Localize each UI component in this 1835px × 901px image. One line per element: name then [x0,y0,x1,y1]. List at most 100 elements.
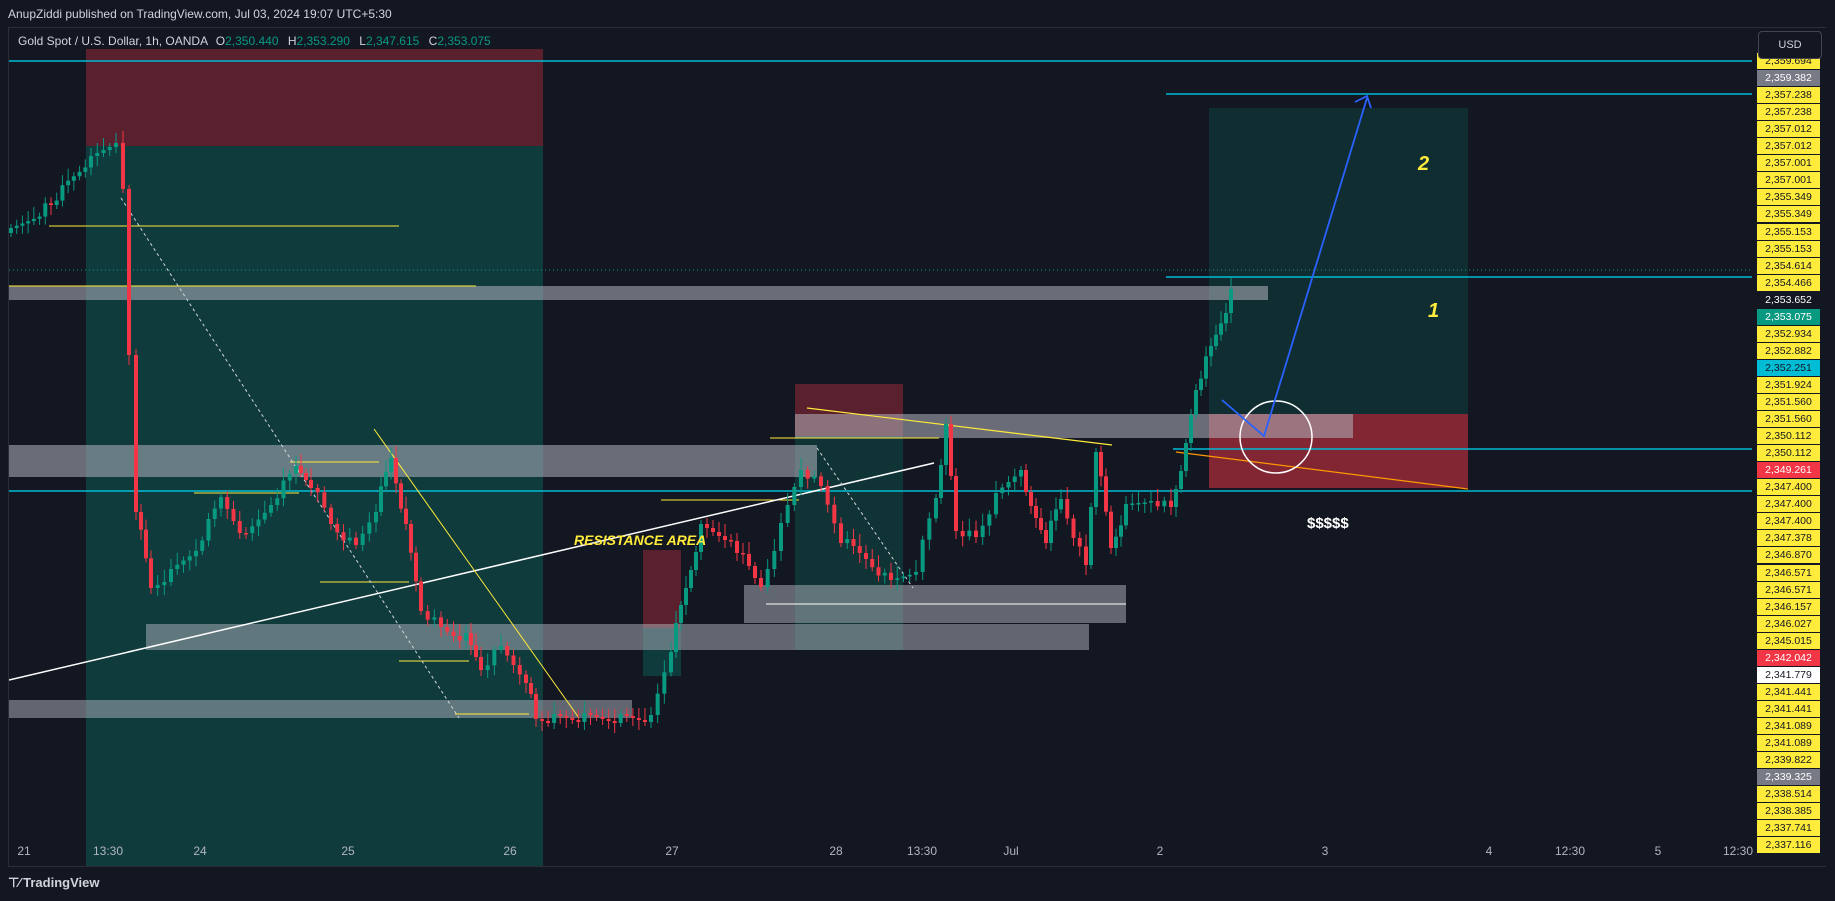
candle-body [765,569,770,587]
candle-body [649,715,653,722]
time-label: 5 [1654,844,1662,858]
candle-body [901,576,906,579]
resistance-band [9,445,817,477]
candle-body [315,488,320,493]
candle-body [534,694,538,719]
candle-body [1219,323,1223,335]
candle-body [14,225,19,228]
candle-body [404,508,408,524]
candle-body [347,537,352,541]
candle-body [785,505,790,523]
tradingview-logo-icon: ⊤⁄ [8,875,20,890]
candle-body [636,718,641,720]
time-label: 2 [1156,844,1164,858]
currency-selector[interactable]: USD [1758,31,1822,59]
candle-body [558,714,563,716]
candle-body [294,466,298,474]
candle-body [882,572,887,576]
candle-body [89,156,93,168]
candle-body [907,574,912,577]
candle-body [1130,503,1135,505]
candle-body [231,509,236,521]
price-label: 2,346.157 [1757,598,1820,615]
price-label: 2,349.261 [1757,462,1820,479]
candle-body [1006,482,1011,488]
price-label: 2,354.466 [1757,274,1820,291]
price-label: 2,342.042 [1757,649,1820,666]
candle-body [564,716,569,718]
candle-body [95,153,100,156]
price-label: 2,346.571 [1757,564,1820,581]
resistance-area-label: RESISTANCE AREA [574,532,707,548]
candle-body [1142,502,1147,504]
candle-body [309,480,313,488]
symbol-name[interactable]: Gold Spot / U.S. Dollar, 1h, OANDA [18,34,208,48]
candle-body [974,530,978,537]
candle-body [354,537,358,545]
candle-body [812,476,817,479]
candle-body [107,147,112,150]
time-label: 3 [1321,844,1329,858]
candle-body [250,526,255,533]
candle-body [689,570,693,588]
price-label: 2,346.870 [1757,547,1820,564]
candle-body [121,143,125,189]
candle-body [1094,452,1098,507]
time-label: 13:30 [906,844,938,858]
candle-body [244,533,248,535]
price-label: 2,353.652 [1757,291,1820,308]
small-stop-zone [643,550,681,628]
price-label: 2,357.238 [1757,87,1820,104]
candle-body [588,713,593,715]
candle-body [194,551,198,557]
price-label: 2,346.027 [1757,615,1820,632]
candle-body [457,636,462,641]
candle-body [1169,500,1173,507]
candle-body [175,564,180,569]
candle-body [1059,499,1063,510]
candle-body [570,718,575,720]
candle-body [71,176,76,181]
candle-body [1136,503,1141,505]
wave-2-label: 2 [1418,153,1430,175]
close-value: 2,353.075 [437,34,491,48]
candle-body [741,553,745,555]
candle-body [857,546,862,553]
candle-body [26,221,31,224]
candle-body [939,465,943,498]
candle-body [1199,378,1203,390]
price-label: 2,341.089 [1757,717,1820,734]
candle-body [37,216,42,219]
price-label: 2,341.441 [1757,683,1820,700]
candle-body [432,617,437,620]
candle-body [1099,452,1103,477]
price-label: 2,337.741 [1757,820,1820,837]
candle-body [114,143,118,147]
candle-body [181,560,186,565]
price-label: 2,352.934 [1757,325,1820,342]
candle-body [1039,518,1043,530]
candle-body [1084,546,1088,565]
candle-body [451,631,456,636]
candle-body [729,540,733,542]
candle-body [747,554,751,566]
candle-body [1179,471,1183,489]
candle-body [77,171,82,177]
candle-body [679,605,683,623]
candle-body [425,611,430,620]
candle-body [485,665,490,670]
candle-body [469,633,473,645]
candle-body [1054,509,1058,521]
candle-body [49,203,53,205]
time-label: 4 [1485,844,1493,858]
price-label: 2,352.882 [1757,342,1820,359]
candle-body [711,528,715,532]
candle-body [845,539,850,543]
time-label: 28 [829,844,843,858]
price-chart-canvas[interactable] [9,28,1753,866]
dotted-projection-1 [120,197,460,719]
price-label: 2,351.560 [1757,411,1820,428]
candle-body [772,551,777,569]
candle-body [576,720,581,722]
candle-body [409,524,413,553]
